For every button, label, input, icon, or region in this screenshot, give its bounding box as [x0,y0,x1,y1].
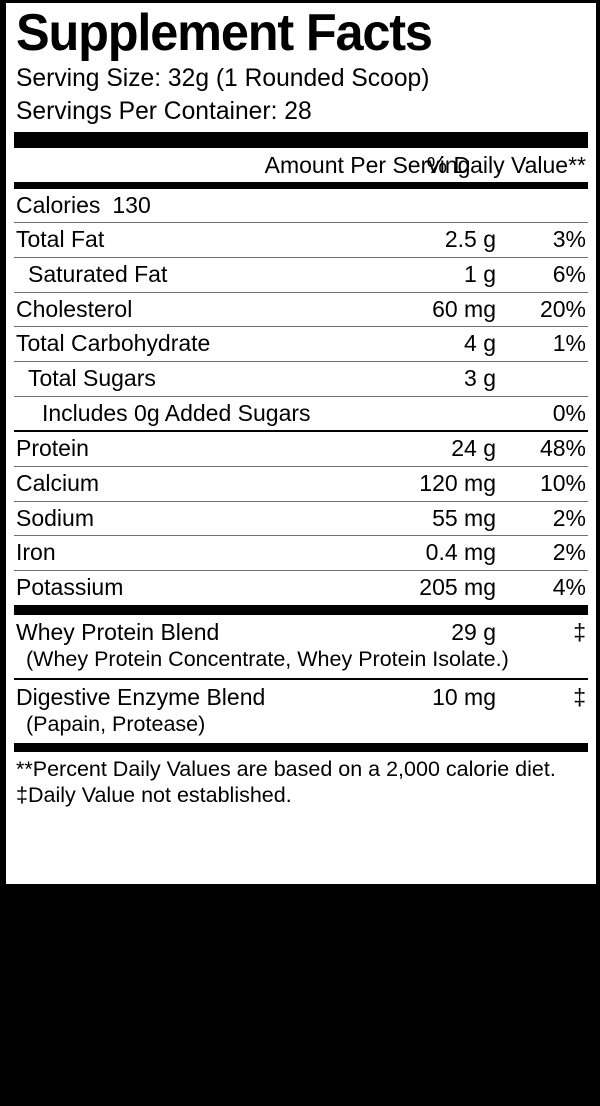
table-row: Saturated Fat 1 g 6% [14,258,588,292]
footnote-text: **Percent Daily Values are based on a 2,… [16,756,556,781]
row-divider [14,326,588,328]
nutrient-name: Total Fat [16,226,105,253]
divider-thick-footnote [14,742,588,752]
nutrient-name: Protein [16,435,89,462]
row-divider [14,430,588,433]
nutrient-name: Sodium [16,504,94,531]
row-divider [14,535,588,537]
nutrient-amount: 1 g [464,261,496,288]
blend-amount: 10 mg [432,683,496,710]
nutrient-amount: 24 g [451,435,496,462]
nutrient-amount: 55 mg [432,504,496,531]
nutrient-name: Potassium [16,574,124,601]
table-row: Total Fat 2.5 g 3% [14,223,588,257]
blend-ingredients: (Whey Protein Concentrate, Whey Protein … [26,647,509,672]
divider-thick-header [14,181,588,189]
blend-ingredients: (Papain, Protease) [26,712,206,737]
table-row-calories: Calories 130 [14,189,588,223]
nutrient-daily-value: 20% [539,295,586,322]
blend-row: Digestive Enzyme Blend 10 mg ‡ [14,680,588,713]
nutrient-name: Total Carbohydrate [16,330,211,357]
row-divider [14,257,588,259]
nutrient-daily-value: 2% [552,504,586,531]
servings-per-container-text: Servings Per Container: 28 [16,97,312,126]
supplement-facts-panel: Supplement Facts Serving Size: 32g (1 Ro… [0,0,600,886]
nutrient-name: Calcium [16,470,100,497]
table-row: Cholesterol 60 mg 20% [14,293,588,327]
blend-amount: 29 g [451,618,496,645]
row-divider [14,291,588,293]
table-row: Potassium 205 mg 4% [14,571,588,605]
nutrient-name: Includes 0g Added Sugars [42,399,311,426]
column-header-amount: Amount Per Serving [264,152,471,179]
calories-value: 130 [112,191,151,218]
nutrient-daily-value: 4% [552,574,586,601]
serving-size-text: Serving Size: 32g (1 Rounded Scoop) [16,64,430,93]
nutrient-daily-value: 48% [539,435,586,462]
nutrient-amount: 2.5 g [444,226,496,253]
nutrient-daily-value: 0% [552,399,586,426]
nutrient-daily-value: 2% [552,539,586,566]
row-divider [14,222,588,224]
row-divider [14,466,588,468]
nutrient-name: Cholesterol [16,295,133,322]
page-title: Supplement Facts [16,4,433,62]
blend-divider [14,677,588,680]
nutrient-name: Saturated Fat [28,261,168,288]
nutrient-table: Total Fat 2.5 g 3% Saturated Fat 1 g 6% Choles… [14,222,588,604]
blend-name: Whey Protein Blend [16,618,220,645]
nutrient-amount: 120 mg [419,470,496,497]
table-row: Sodium 55 mg 2% [14,502,588,536]
table-row: Calcium 120 mg 10% [14,467,588,501]
table-row: Total Carbohydrate 4 g 1% [14,327,588,361]
table-row: Protein 24 g 48% [14,432,588,466]
footnote-text: ‡Daily Value not established. [16,783,292,808]
serving-info: Serving Size: 32g (1 Rounded Scoop) Serv… [14,62,588,128]
row-divider [14,500,588,502]
table-row: Includes 0g Added Sugars 0% [14,397,588,431]
nutrient-daily-value: 6% [552,261,586,288]
nutrient-name: Iron [16,539,56,566]
nutrient-amount: 4 g [464,330,496,357]
nutrient-name: Total Sugars [28,365,156,392]
nutrient-daily-value: 3% [552,226,586,253]
footnote-block: **Percent Daily Values are based on a 2,… [14,752,588,812]
calories-label-group: Calories 130 [14,192,346,219]
nutrient-amount: 0.4 mg [425,539,496,566]
column-header-row: Amount Per Serving % Daily Value** [14,148,588,182]
divider-thick-blend [14,604,588,615]
calories-label: Calories [16,191,101,218]
table-row: Total Sugars 3 g [14,362,588,396]
row-divider [14,361,588,363]
divider-thick-top [14,132,588,149]
nutrient-daily-value: 1% [552,330,586,357]
table-row: Iron 0.4 mg 2% [14,536,588,570]
blend-row: Whey Protein Blend 29 g ‡ [14,615,588,648]
nutrient-amount: 60 mg [432,295,496,322]
nutrient-daily-value: 10% [539,470,586,497]
blend-daily-value: ‡ [573,618,586,645]
row-divider [14,570,588,572]
blend-daily-value: ‡ [573,683,586,710]
column-header-daily-value: % Daily Value** [426,152,586,179]
proprietary-blend-table: Whey Protein Blend 29 g ‡ (Whey Protein Con… [14,615,588,743]
nutrient-amount: 3 g [464,365,496,392]
blend-name: Digestive Enzyme Blend [16,683,266,710]
nutrient-amount: 205 mg [419,574,496,601]
row-divider [14,395,588,397]
